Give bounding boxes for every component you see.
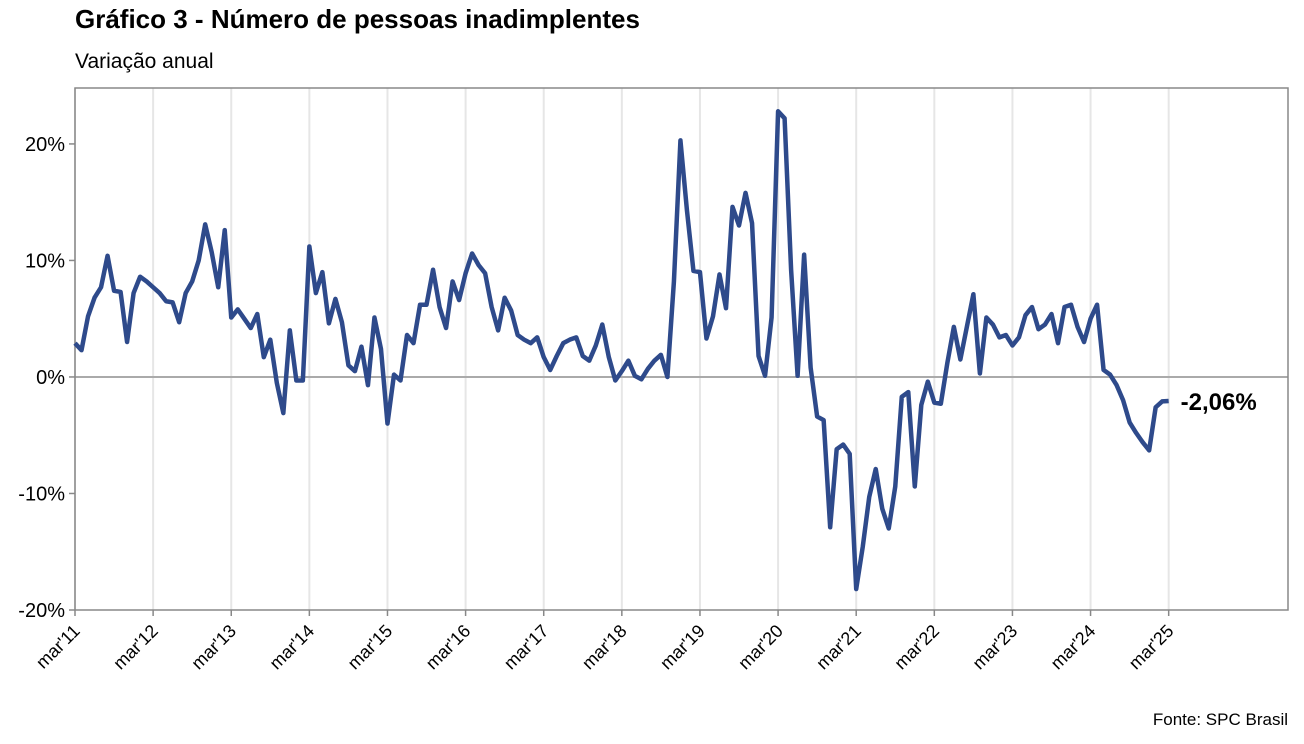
chart-subtitle: Variação anual xyxy=(75,50,214,73)
x-tick-label: mar'12 xyxy=(109,621,162,674)
x-tick-label: mar'14 xyxy=(266,621,319,674)
x-tick-label: mar'20 xyxy=(734,621,787,674)
y-tick-label: 10% xyxy=(25,250,65,272)
chart-title: Gráfico 3 - Número de pessoas inadimplen… xyxy=(75,4,640,34)
x-tick-label: mar'19 xyxy=(656,621,709,674)
x-tick-label: mar'17 xyxy=(500,621,553,674)
y-tick-label: 0% xyxy=(36,367,65,389)
x-tick-label: mar'18 xyxy=(578,621,631,674)
x-tick-label: mar'22 xyxy=(890,621,943,674)
y-tick-label: 20% xyxy=(25,134,65,156)
data-line xyxy=(73,109,1169,592)
x-tick-label: mar'23 xyxy=(969,621,1022,674)
plot-frame xyxy=(74,87,1289,611)
x-tick-label: mar'11 xyxy=(32,621,84,673)
y-tick-label: -10% xyxy=(18,483,65,505)
x-tick-label: mar'24 xyxy=(1047,621,1100,674)
x-tick-label: mar'25 xyxy=(1125,621,1178,674)
x-tick-label: mar'13 xyxy=(187,621,240,674)
y-tick-label: -20% xyxy=(18,600,65,622)
source: Fonte: SPC Brasil xyxy=(1153,710,1288,729)
end-label: -2,06% xyxy=(1181,389,1257,416)
x-tick-label: mar'15 xyxy=(344,621,397,674)
x-tick-label: mar'21 xyxy=(812,621,865,674)
x-tick-label: mar'16 xyxy=(422,621,475,674)
